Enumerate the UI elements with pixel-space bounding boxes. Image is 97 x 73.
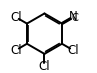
Text: C: C [72,13,78,23]
Text: Cl: Cl [10,44,22,57]
Text: Cl: Cl [39,60,50,73]
Text: N: N [69,10,78,23]
Text: Cl: Cl [10,11,22,24]
Text: Cl: Cl [67,44,79,57]
